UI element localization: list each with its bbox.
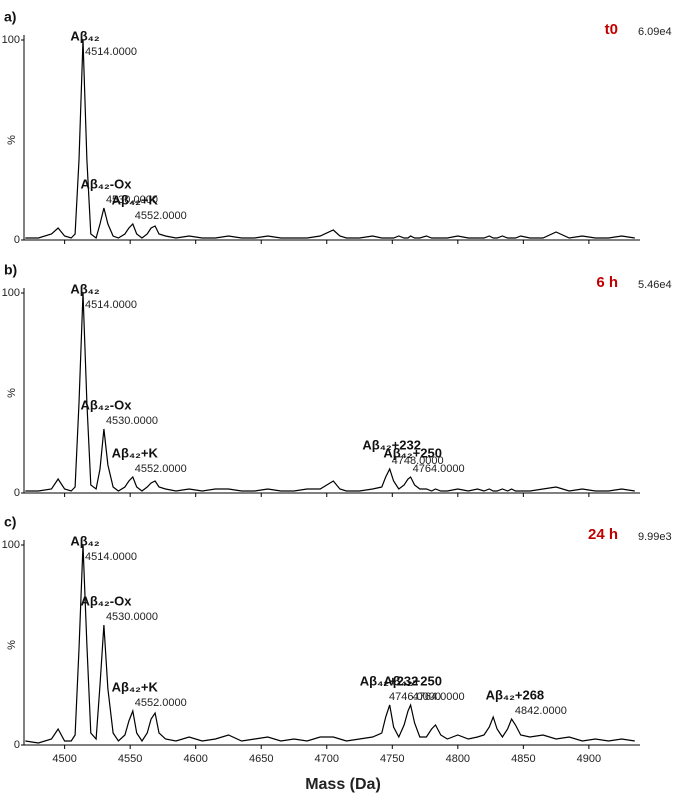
panel-label: b) [4, 262, 17, 278]
peak-name: Aβ₄₂+268 [486, 687, 545, 702]
peak-name: Aβ₄₂ [70, 281, 100, 296]
peak-name: Aβ₄₂+K [112, 192, 159, 207]
peak-name: Aβ₄₂-Ox [80, 176, 132, 191]
peak-mass: 4764.0000 [413, 463, 465, 475]
spectrum-line [25, 292, 635, 492]
peak-mass: 4764.0000 [413, 691, 465, 703]
peak-mass: 4552.0000 [135, 463, 187, 475]
x-tick-label: 4900 [577, 753, 601, 765]
x-tick-label: 4550 [118, 753, 142, 765]
peak-mass: 4748.0000 [392, 455, 444, 467]
time-label: t0 [605, 21, 618, 38]
intensity-label: 9.99e3 [638, 531, 672, 543]
y-axis-label: % [6, 388, 18, 398]
x-tick-label: 4850 [511, 753, 535, 765]
x-tick-label: 4750 [380, 753, 404, 765]
panel-label: a) [4, 9, 16, 25]
peak-mass: 4842.0000 [515, 705, 567, 717]
peak-name: Aβ₄₂+232 [360, 673, 419, 688]
peak-mass: 4514.0000 [85, 299, 137, 311]
y-tick-label: 0 [14, 487, 20, 499]
x-tick-label: 4800 [446, 753, 470, 765]
peak-name: Aβ₄₂ [70, 533, 100, 548]
peak-name: Aβ₄₂+250 [383, 445, 442, 460]
peak-mass: 4530.0000 [106, 415, 158, 427]
intensity-label: 5.46e4 [638, 279, 672, 291]
y-tick-label: 0 [14, 739, 20, 751]
peak-mass: 4514.0000 [85, 551, 137, 563]
x-tick-label: 4700 [315, 753, 339, 765]
peak-name: Aβ₄₂-Ox [80, 397, 132, 412]
peak-mass: 4530.0000 [106, 194, 158, 206]
peak-name: Aβ₄₂-Ox [80, 593, 132, 608]
spectrum-line [25, 544, 635, 744]
peak-name: Aβ₄₂+250 [383, 673, 442, 688]
peak-name: Aβ₄₂+K [112, 445, 159, 460]
panel-label: c) [4, 514, 16, 530]
peak-name: Aβ₄₂ [70, 28, 100, 43]
peak-mass: 4552.0000 [135, 697, 187, 709]
time-label: 6 h [596, 274, 618, 291]
y-tick-label: 0 [14, 234, 20, 246]
y-tick-label: 100 [2, 539, 20, 551]
time-label: 24 h [588, 526, 618, 543]
y-tick-label: 100 [2, 34, 20, 46]
peak-name: Aβ₄₂+232 [362, 437, 421, 452]
x-axis-label: Mass (Da) [305, 776, 381, 793]
x-tick-label: 4650 [249, 753, 273, 765]
y-axis-label: % [6, 640, 18, 650]
peak-mass: 4514.0000 [85, 46, 137, 58]
spectrum-line [25, 39, 635, 240]
intensity-label: 6.09e4 [638, 26, 672, 38]
peak-mass: 4552.0000 [135, 210, 187, 222]
y-axis-label: % [6, 135, 18, 145]
x-tick-label: 4600 [183, 753, 207, 765]
peak-mass: 4530.0000 [106, 611, 158, 623]
peak-name: Aβ₄₂+K [112, 679, 159, 694]
x-tick-label: 4500 [52, 753, 76, 765]
y-tick-label: 100 [2, 287, 20, 299]
peak-mass: 4746.0000 [389, 691, 441, 703]
